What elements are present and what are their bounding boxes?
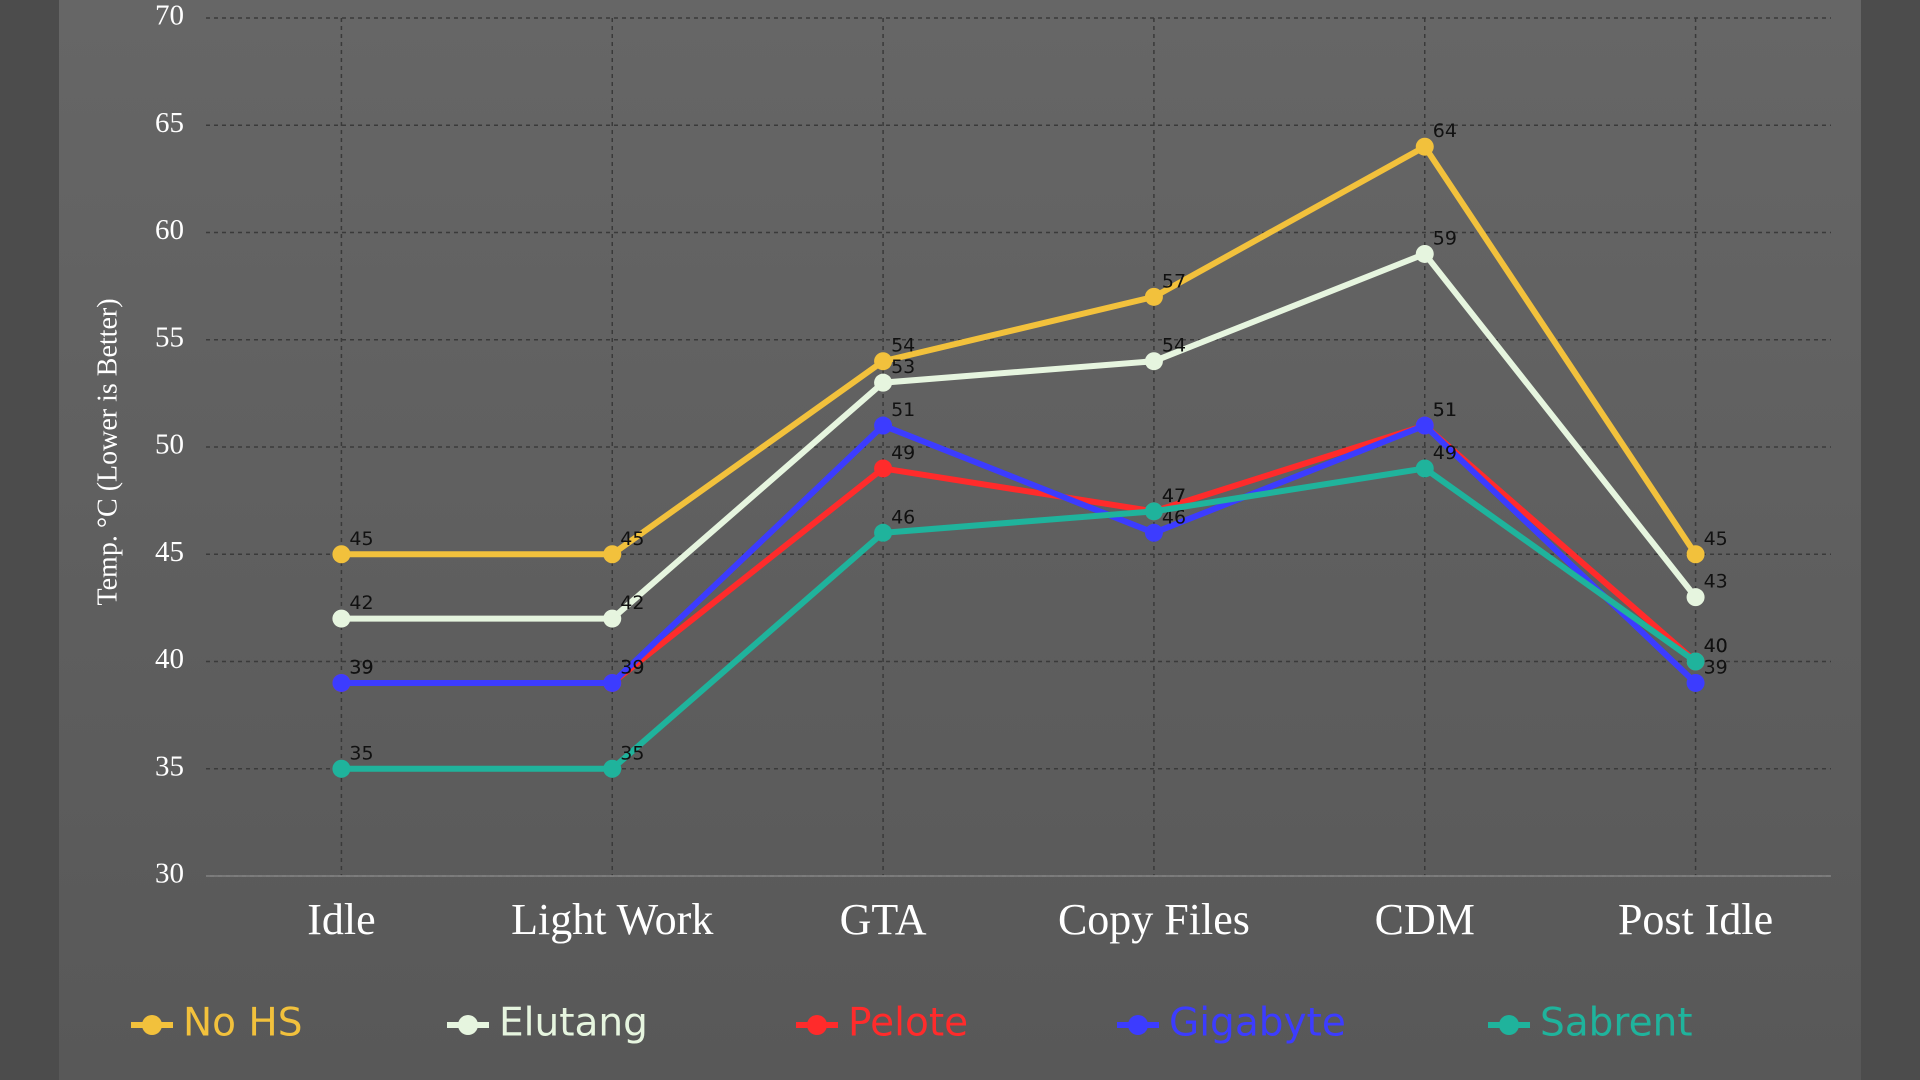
data-label: 59 xyxy=(1433,227,1457,249)
point xyxy=(874,373,893,392)
data-label: 51 xyxy=(1433,399,1457,421)
point xyxy=(874,416,893,435)
data-label: 43 xyxy=(1704,571,1728,593)
y-tick-label: 45 xyxy=(155,536,184,568)
x-tick-label: Idle xyxy=(307,895,375,944)
y-tick-label: 60 xyxy=(155,214,184,246)
y-axis-label: Temp. °C (Lower is Better) xyxy=(92,298,123,605)
x-tick-label: Copy Files xyxy=(1058,895,1250,944)
data-label: 51 xyxy=(1433,399,1457,421)
legend-marker xyxy=(807,1015,827,1035)
data-label: 64 xyxy=(1433,120,1457,142)
point xyxy=(603,759,622,778)
point xyxy=(874,352,893,371)
legend-marker xyxy=(1499,1015,1519,1035)
x-tick-label: GTA xyxy=(840,895,927,944)
point xyxy=(1415,416,1434,435)
point xyxy=(1686,588,1705,607)
data-label: 49 xyxy=(1433,442,1457,464)
point xyxy=(1144,502,1163,521)
y-tick-label: 65 xyxy=(155,107,184,139)
data-label: 45 xyxy=(1704,528,1728,550)
y-tick-label: 40 xyxy=(155,643,184,675)
data-label: 35 xyxy=(620,742,644,764)
data-label: 35 xyxy=(349,742,373,764)
x-tick-label: Post Idle xyxy=(1618,895,1773,944)
point xyxy=(1144,287,1163,306)
data-label: 39 xyxy=(620,656,644,678)
data-label: 45 xyxy=(620,528,644,550)
legend-marker xyxy=(1128,1015,1148,1035)
point xyxy=(1415,137,1434,156)
point xyxy=(332,545,351,564)
point xyxy=(1686,545,1705,564)
data-label: 45 xyxy=(349,528,373,550)
y-tick-label: 70 xyxy=(155,0,184,32)
data-label: 39 xyxy=(349,656,373,678)
legend-label: Sabrent xyxy=(1540,1001,1693,1046)
point xyxy=(1415,244,1434,263)
point xyxy=(874,523,893,542)
legend-label: Pelote xyxy=(848,1001,968,1046)
point xyxy=(603,609,622,628)
data-label: 54 xyxy=(1162,335,1186,357)
data-label: 47 xyxy=(1162,485,1186,507)
data-label: 40 xyxy=(1704,635,1728,657)
point xyxy=(1686,652,1705,671)
data-label: 57 xyxy=(1162,270,1186,292)
point xyxy=(874,459,893,478)
series-line xyxy=(341,143,1699,558)
series-line xyxy=(341,422,1698,686)
point xyxy=(332,609,351,628)
y-tick-label: 50 xyxy=(155,429,184,461)
data-label: 39 xyxy=(1704,656,1728,678)
data-label: 46 xyxy=(891,506,915,528)
data-label: 51 xyxy=(891,399,915,421)
legend-label: Gigabyte xyxy=(1169,1001,1346,1046)
x-tick-label: Light Work xyxy=(511,895,713,944)
x-tick-label: CDM xyxy=(1375,895,1475,944)
y-tick-label: 55 xyxy=(155,321,184,353)
series-line xyxy=(341,465,1698,772)
point xyxy=(603,673,622,692)
y-tick-label: 35 xyxy=(155,750,184,782)
legend-marker xyxy=(142,1015,162,1035)
point xyxy=(1415,459,1434,478)
legend-marker xyxy=(458,1015,478,1035)
legend-label: Elutang xyxy=(499,1001,648,1046)
series-line xyxy=(341,250,1698,622)
point xyxy=(332,759,351,778)
data-label: 53 xyxy=(891,356,915,378)
legend-label: No HS xyxy=(183,1001,303,1046)
data-label: 42 xyxy=(620,592,644,614)
data-label: 54 xyxy=(891,335,915,357)
data-label: 42 xyxy=(349,592,373,614)
data-label: 49 xyxy=(891,442,915,464)
point xyxy=(332,673,351,692)
data-label: 40 xyxy=(1704,635,1728,657)
point xyxy=(1686,673,1705,692)
point xyxy=(1144,523,1163,542)
y-tick-label: 30 xyxy=(155,858,184,890)
data-label: 47 xyxy=(1162,485,1186,507)
point xyxy=(1144,352,1163,371)
point xyxy=(603,545,622,564)
data-label: 39 xyxy=(349,656,373,678)
